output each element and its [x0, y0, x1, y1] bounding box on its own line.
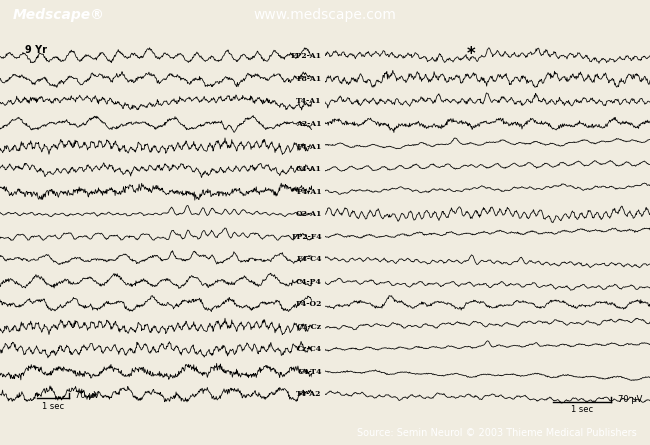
Text: O2-A1: O2-A1 [295, 210, 322, 218]
Text: www.medscape.com: www.medscape.com [254, 8, 396, 22]
Text: C4-P4: C4-P4 [296, 278, 322, 286]
Text: *: * [467, 45, 476, 63]
Text: Source: Semin Neurol © 2003 Thieme Medical Publishers: Source: Semin Neurol © 2003 Thieme Medic… [358, 428, 637, 438]
Text: P4-A1: P4-A1 [296, 188, 322, 196]
Text: Cz-C4: Cz-C4 [296, 345, 322, 353]
Text: 1 sec: 1 sec [571, 405, 593, 414]
Text: F4-C4: F4-C4 [296, 255, 322, 263]
Text: F4-A1: F4-A1 [296, 142, 322, 150]
Text: P4-O2: P4-O2 [295, 300, 322, 308]
Text: F8-A1: F8-A1 [296, 75, 322, 83]
Text: C3-Cz: C3-Cz [296, 323, 322, 331]
Text: C4-A1: C4-A1 [296, 165, 322, 173]
Text: A2-A1: A2-A1 [296, 120, 322, 128]
Text: C4-T4: C4-T4 [297, 368, 322, 376]
Text: Medscape®: Medscape® [13, 8, 105, 22]
Text: FP2-A1: FP2-A1 [291, 53, 322, 61]
Text: 9 Yr: 9 Yr [25, 45, 47, 55]
Text: 70 μV: 70 μV [618, 395, 642, 404]
Text: T4-A2: T4-A2 [296, 390, 322, 398]
Text: FP2-F4: FP2-F4 [291, 233, 322, 241]
Text: T4-A1: T4-A1 [296, 97, 322, 105]
Text: 70 μV: 70 μV [75, 391, 99, 400]
Text: 1 sec: 1 sec [42, 402, 64, 411]
